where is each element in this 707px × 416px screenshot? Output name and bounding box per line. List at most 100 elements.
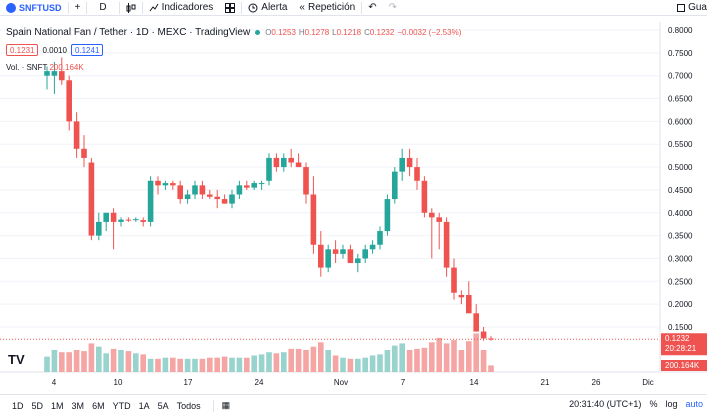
- redo-button[interactable]: ↷: [383, 0, 403, 16]
- candle-body: [332, 249, 339, 254]
- volume-bar: [332, 355, 339, 372]
- volume-bar: [155, 358, 161, 372]
- timeframe-button[interactable]: 6M: [92, 400, 105, 411]
- timeframe-button[interactable]: 1M: [51, 400, 64, 411]
- candle-body: [236, 185, 243, 195]
- replay-button[interactable]: « Repetición: [293, 0, 361, 16]
- volume-bar: [310, 346, 317, 372]
- grid-icon: [225, 2, 236, 13]
- candle-body: [125, 219, 132, 221]
- time-tick-label: 21: [541, 378, 550, 387]
- candle-body: [392, 171, 398, 200]
- volume-bar: [244, 357, 250, 372]
- candle-body: [295, 162, 302, 168]
- volume-bar: [362, 357, 368, 372]
- candle-body: [44, 71, 50, 76]
- candle-body: [170, 183, 176, 186]
- volume-bar: [429, 342, 435, 372]
- timeframe-button[interactable]: YTD: [112, 400, 131, 411]
- candle-body: [229, 194, 235, 204]
- timeframe-button[interactable]: 1A: [138, 400, 150, 411]
- auto-toggle[interactable]: auto: [685, 399, 703, 409]
- candle-body: [273, 157, 280, 168]
- price-tick-label: 0.2500: [668, 277, 693, 286]
- timeframe-button[interactable]: 1D: [12, 400, 24, 411]
- clock[interactable]: 20:31:40 (UTC+1): [569, 399, 642, 409]
- candle-body: [214, 196, 220, 200]
- volume-bar: [377, 354, 383, 372]
- volume-bar: [133, 353, 139, 372]
- alarm-icon: [248, 3, 258, 12]
- alert-button[interactable]: Alerta: [242, 0, 293, 16]
- timeframe-button[interactable]: 3M: [71, 400, 85, 411]
- save-icon: [677, 3, 686, 12]
- price-chart[interactable]: 0.8000 0.7500 0.7000 0.6500 0.6000 0.5500 0.50…: [0, 22, 707, 394]
- plus-icon[interactable]: +: [74, 2, 81, 13]
- volume-bar: [421, 347, 428, 372]
- toolbar-divider: [141, 1, 143, 14]
- top-toolbar: SNFTUSD + D Indicadores Alerta « Repetic…: [0, 0, 707, 16]
- candle-body: [421, 180, 428, 213]
- toolbar-divider: [241, 1, 243, 14]
- timeframe-button[interactable]: 5A: [157, 400, 169, 411]
- high-value: 0.1278: [304, 28, 330, 37]
- volume-bar: [473, 333, 479, 372]
- toolbar-divider: [67, 1, 69, 14]
- candle-body: [140, 220, 146, 222]
- volume-bar: [44, 356, 50, 372]
- price-tick-label: 0.8000: [668, 26, 693, 35]
- interval-button[interactable]: D: [99, 2, 107, 13]
- candle-body: [406, 157, 413, 168]
- save-button[interactable]: Gua: [671, 0, 707, 16]
- price-tick-label: 0.1500: [668, 323, 693, 332]
- candle-body: [103, 212, 109, 222]
- volume-bar: [110, 348, 117, 372]
- market-status-icon: [255, 30, 261, 35]
- timeframe-button[interactable]: Todos: [176, 400, 201, 411]
- candle-body: [488, 338, 494, 340]
- high-key: H: [298, 28, 305, 37]
- volume-bar: [162, 357, 169, 372]
- candle-body: [133, 219, 139, 221]
- chart-legend: Spain National Fan / Tether · 1D · MEXC …: [6, 27, 461, 38]
- candle-body: [147, 180, 154, 222]
- candle-body: [318, 244, 324, 268]
- volume-bar: [347, 358, 354, 372]
- indicators-icon: [149, 3, 159, 11]
- candle-body: [436, 217, 442, 222]
- candle-body: [399, 157, 405, 172]
- timeframe-button[interactable]: 5D: [31, 400, 44, 411]
- open-value: 0.1253: [271, 28, 296, 37]
- volume-bar: [288, 348, 294, 372]
- price-tick-label: 0.7000: [668, 72, 693, 81]
- candle-body: [384, 199, 391, 232]
- date-range-icon[interactable]: ▦: [221, 400, 231, 410]
- ask-button[interactable]: 0.1241: [70, 44, 104, 56]
- volume-bar: [170, 357, 176, 372]
- volume-legend[interactable]: Vol. · SNFT 200.164K: [6, 63, 84, 72]
- timeframe-buttons: 1D 5D 1M 3M 6M YTD 1A 5A Todos: [0, 401, 205, 411]
- indicators-button[interactable]: Indicadores: [143, 0, 220, 16]
- candle-body: [81, 148, 87, 158]
- symbol-name: SNFTUSD: [19, 2, 62, 13]
- volume-bar: [81, 351, 87, 372]
- bid-button[interactable]: 0.1231: [6, 44, 39, 56]
- symbol-search[interactable]: SNFTUSD: [0, 0, 68, 16]
- percent-toggle[interactable]: %: [649, 399, 658, 409]
- candle-body: [162, 183, 169, 186]
- volume-bar: [184, 358, 191, 372]
- series-title[interactable]: Spain National Fan / Tether · 1D · MEXC …: [6, 27, 251, 38]
- candle-body: [303, 167, 309, 195]
- layouts-button[interactable]: [219, 0, 241, 16]
- volume-bar: [406, 350, 413, 372]
- volume-bar: [480, 350, 487, 372]
- log-toggle[interactable]: log: [665, 399, 678, 409]
- chart-type-button[interactable]: [120, 0, 142, 16]
- time-tick-label: Nov: [334, 378, 348, 387]
- candle-body: [466, 295, 472, 314]
- tradingview-logo-icon[interactable]: TV: [8, 352, 25, 367]
- symbol-logo-icon: [6, 2, 16, 13]
- spread-value: 0.0010: [42, 45, 67, 55]
- volume-bar: [369, 355, 376, 372]
- undo-button[interactable]: ↶: [362, 0, 382, 16]
